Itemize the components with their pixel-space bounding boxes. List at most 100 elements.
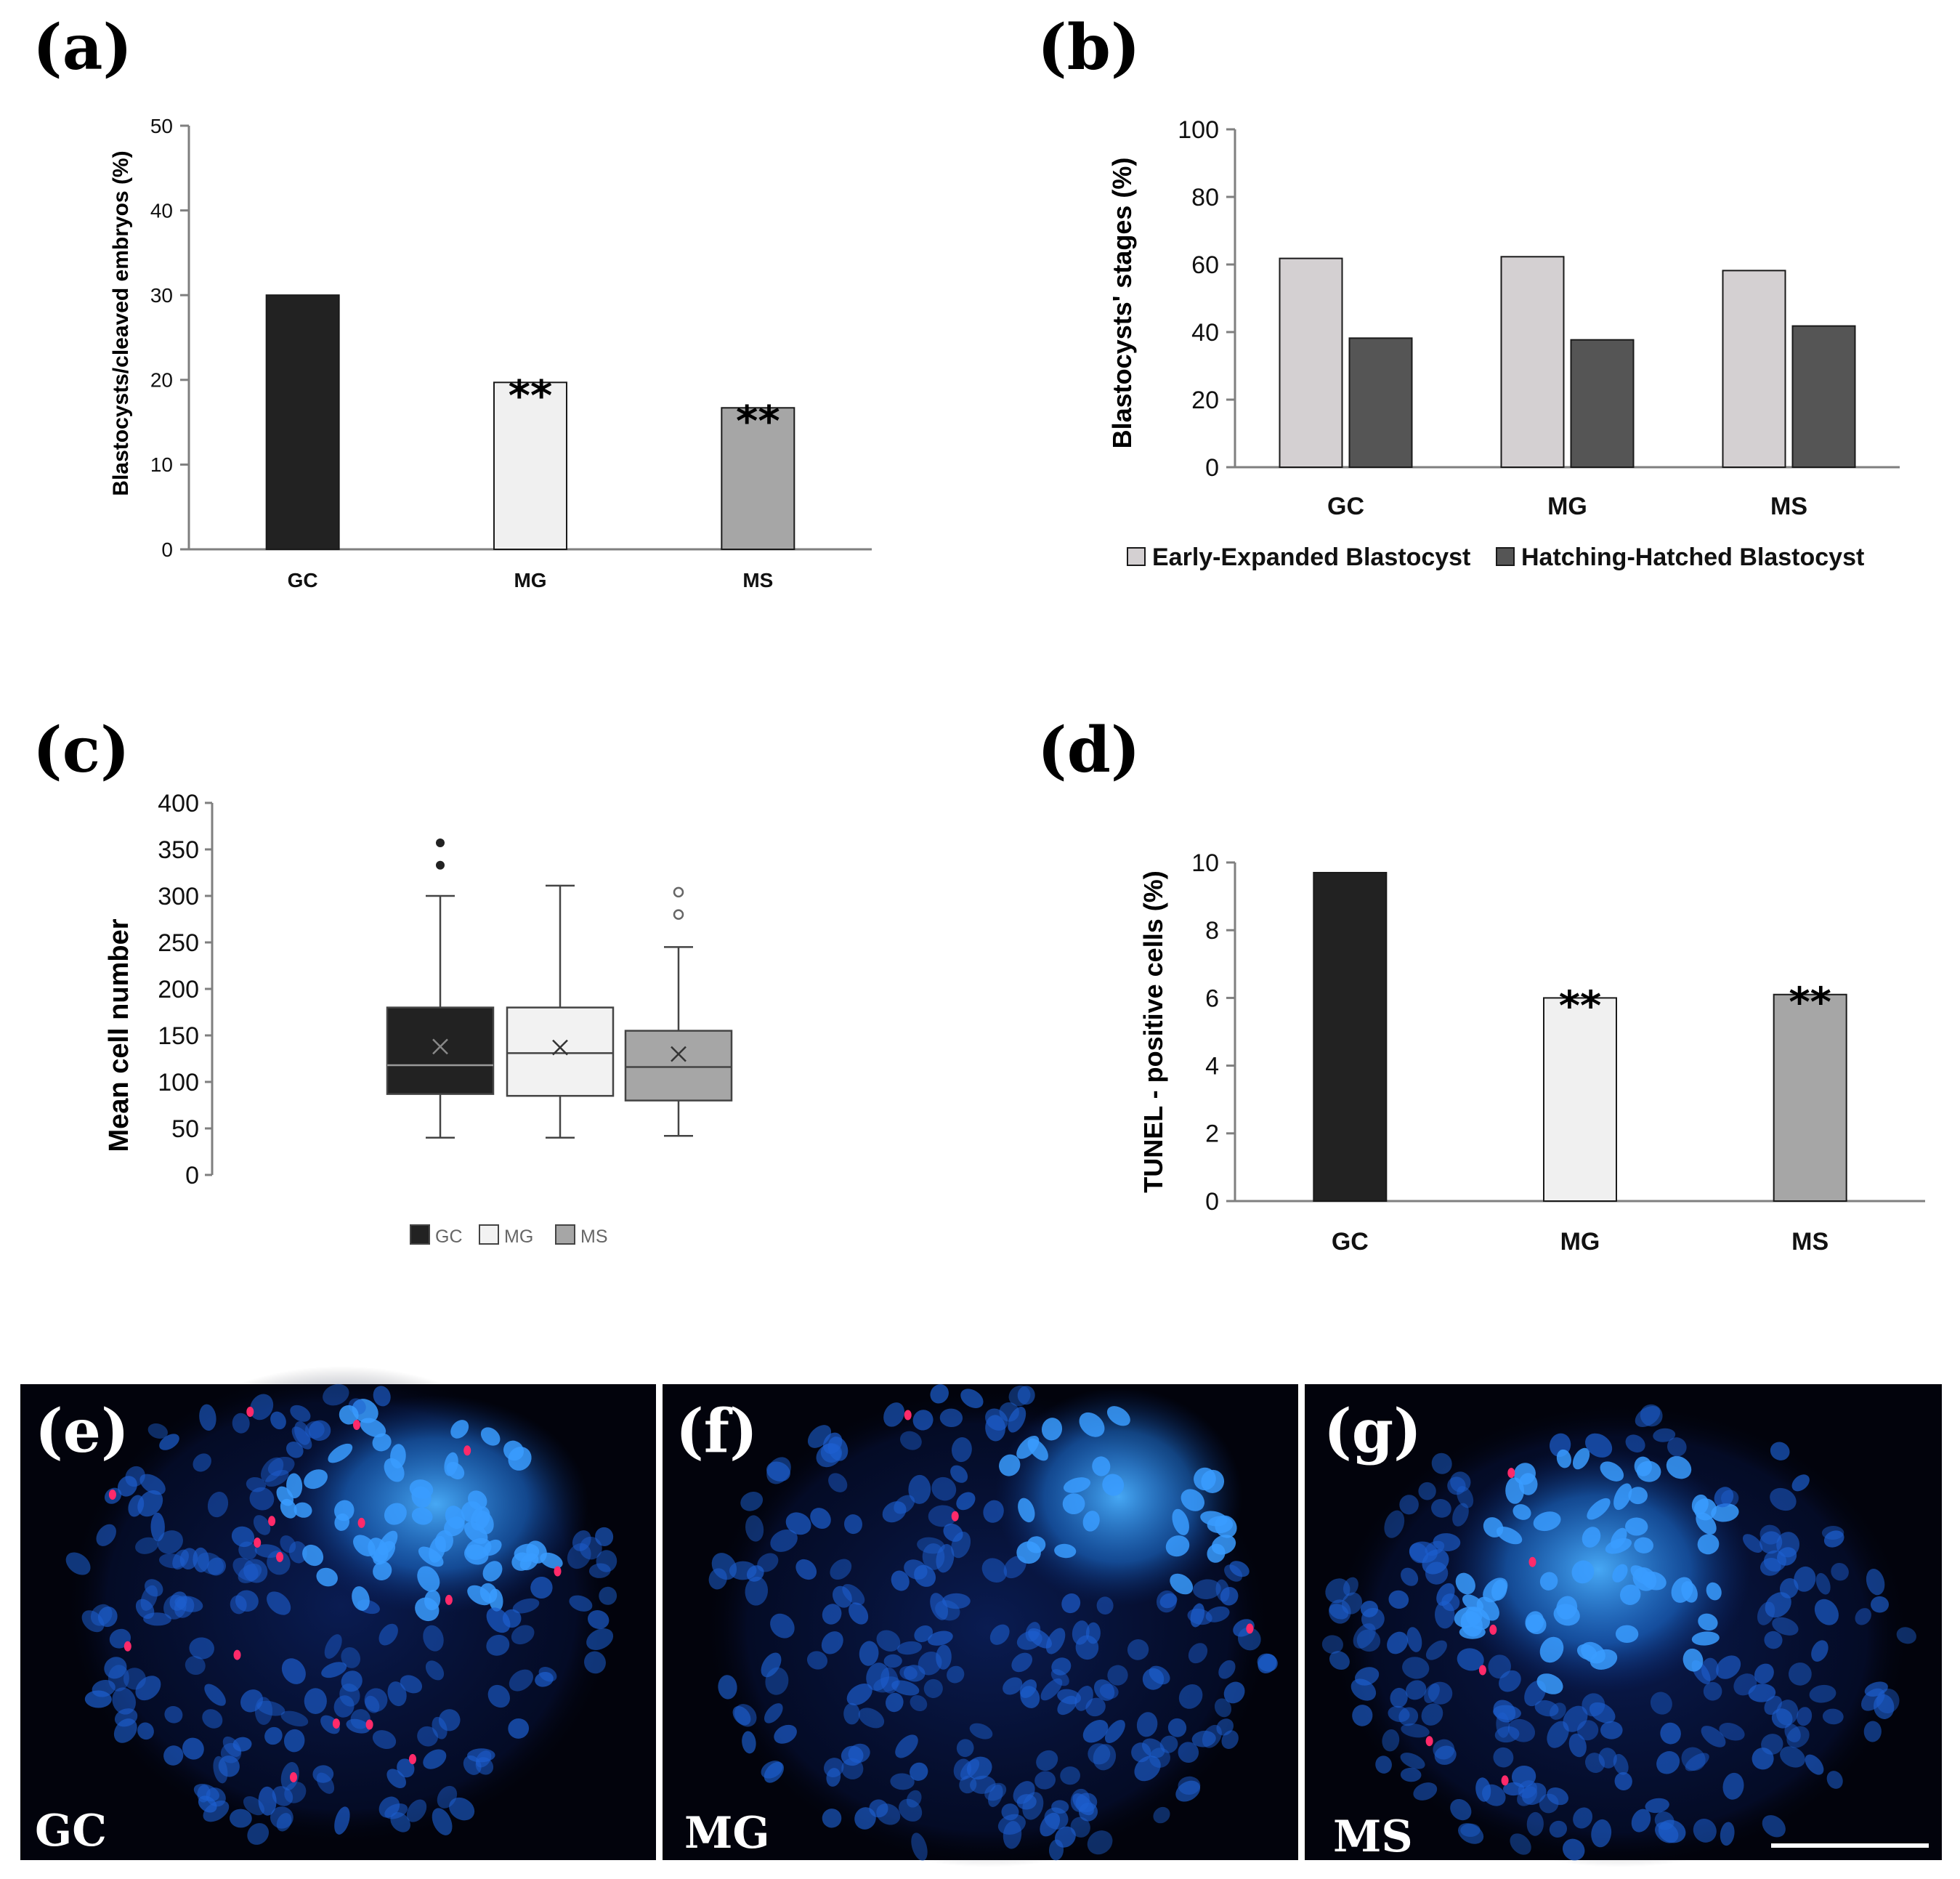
nucleus [910, 1762, 928, 1781]
nucleus [1153, 1806, 1170, 1824]
micrograph-e-cells [65, 1366, 617, 1846]
chart-d-y-tick-label: 10 [1191, 849, 1219, 877]
nucleus [185, 1655, 206, 1676]
nucleus [97, 1607, 118, 1628]
nucleus [1181, 1489, 1204, 1511]
nucleus [1539, 1572, 1558, 1591]
apoptotic-nucleus [254, 1537, 262, 1548]
nucleus [1011, 1652, 1033, 1673]
nucleus [1556, 1449, 1571, 1468]
nucleus [1698, 1613, 1718, 1631]
nucleus [1457, 1648, 1484, 1671]
apoptotic-nucleus [1501, 1775, 1509, 1786]
nucleus [1572, 1447, 1590, 1470]
nucleus [1388, 1590, 1409, 1609]
nucleus [1085, 1697, 1106, 1717]
nucleus [316, 1772, 335, 1794]
nucleus [1539, 1793, 1559, 1814]
nucleus [1003, 1677, 1023, 1695]
nucleus [950, 1465, 968, 1483]
nucleus [1172, 1508, 1189, 1535]
apoptotic-nucleus [268, 1516, 276, 1527]
nucleus [1587, 1498, 1611, 1520]
nucleus [203, 1801, 230, 1822]
nucleus [486, 1607, 511, 1633]
micrograph-e-group-label: GC [35, 1806, 107, 1856]
nucleus [334, 1500, 355, 1522]
nucleus [1571, 1560, 1595, 1584]
nucleus [1831, 1562, 1849, 1581]
nucleus [1360, 1600, 1379, 1617]
nucleus [114, 1708, 138, 1727]
nucleus [1425, 1640, 1447, 1660]
nucleus [1628, 1487, 1648, 1505]
nucleus [922, 1543, 945, 1570]
apoptotic-nucleus [276, 1551, 284, 1562]
nucleus [445, 1506, 465, 1530]
nucleus [1422, 1549, 1449, 1575]
nucleus [843, 1702, 860, 1725]
nucleus [1585, 1433, 1613, 1458]
chart-c-legend-swatch-mg [479, 1224, 499, 1245]
nucleus [956, 1739, 974, 1758]
micrograph-g-panel-label: (g) [1324, 1397, 1422, 1466]
chart-c: 0 50 100 150 200 250 300 350 400 GC MG MS [158, 790, 733, 1247]
nucleus [163, 1745, 184, 1766]
nucleus [1691, 1631, 1720, 1646]
nucleus [276, 1813, 292, 1832]
nucleus [1526, 1811, 1544, 1836]
apoptotic-nucleus [246, 1407, 254, 1417]
apoptotic-nucleus [332, 1718, 340, 1729]
nucleus [1216, 1718, 1234, 1736]
nucleus [1896, 1627, 1916, 1644]
nucleus [1814, 1599, 1839, 1625]
nucleus [1405, 1680, 1427, 1700]
nucleus [985, 1415, 1006, 1442]
nucleus [281, 1658, 306, 1684]
nucleus [324, 1634, 342, 1659]
nucleus [1770, 1487, 1797, 1511]
nucleus [137, 1490, 163, 1517]
nucleus [1019, 1679, 1037, 1698]
nucleus [1625, 1434, 1645, 1452]
nucleus [1001, 1803, 1019, 1821]
nucleus [1703, 1681, 1722, 1701]
chart-c-ms-mean-stroke-2 [671, 1046, 687, 1062]
nucleus [1063, 1477, 1091, 1493]
nucleus [846, 1683, 872, 1706]
nucleus [1424, 1683, 1440, 1704]
nucleus [1402, 1657, 1430, 1679]
nucleus [822, 1604, 842, 1625]
nucleus [1207, 1516, 1234, 1534]
nucleus [1619, 1584, 1641, 1605]
nucleus [876, 1803, 901, 1825]
nucleus [512, 1598, 540, 1614]
chart-d-significance-mg: ** [1559, 982, 1602, 1030]
nucleus [983, 1500, 1004, 1523]
chart-a-bar-gc [265, 294, 340, 550]
nucleus [939, 1408, 963, 1428]
nucleus [1388, 1705, 1410, 1722]
panel-label-c: (c) [33, 714, 130, 787]
nucleus [1078, 1802, 1098, 1822]
nucleus [535, 1671, 554, 1687]
nucleus [1054, 1826, 1076, 1848]
nucleus [810, 1508, 831, 1530]
nucleus [912, 1410, 934, 1431]
nucleus [1742, 1534, 1763, 1553]
nucleus [1224, 1564, 1243, 1582]
nucleus [1549, 1820, 1568, 1838]
nucleus [509, 1669, 534, 1692]
chart-a: 0 10 20 30 40 50 GC MG ** MS ** [150, 115, 872, 591]
nucleus [432, 1808, 453, 1835]
nucleus [280, 1710, 309, 1727]
nucleus [1507, 1718, 1536, 1742]
nucleus [883, 1402, 905, 1427]
nucleus [1789, 1662, 1812, 1686]
chart-d-ylabel: TUNEL - positive cells (%) [1138, 870, 1168, 1192]
nucleus [1667, 1437, 1687, 1457]
nucleus [372, 1433, 392, 1452]
nucleus [1822, 1708, 1844, 1725]
nucleus [1655, 1822, 1679, 1843]
